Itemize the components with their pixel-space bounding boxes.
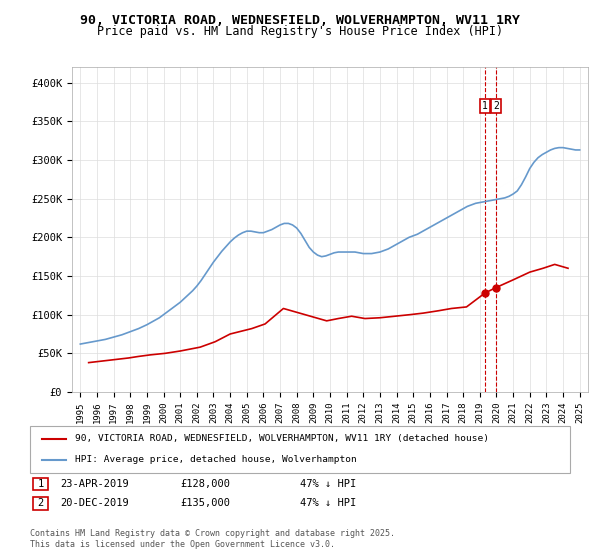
Text: 90, VICTORIA ROAD, WEDNESFIELD, WOLVERHAMPTON, WV11 1RY: 90, VICTORIA ROAD, WEDNESFIELD, WOLVERHA… <box>80 14 520 27</box>
Text: £135,000: £135,000 <box>180 498 230 508</box>
Text: 1: 1 <box>482 101 488 111</box>
Text: 2: 2 <box>38 498 44 508</box>
Text: 47% ↓ HPI: 47% ↓ HPI <box>300 479 356 489</box>
Text: 20-DEC-2019: 20-DEC-2019 <box>60 498 129 508</box>
Text: 2: 2 <box>493 101 499 111</box>
Text: 47% ↓ HPI: 47% ↓ HPI <box>300 498 356 508</box>
Text: Contains HM Land Registry data © Crown copyright and database right 2025.
This d: Contains HM Land Registry data © Crown c… <box>30 529 395 549</box>
Text: Price paid vs. HM Land Registry's House Price Index (HPI): Price paid vs. HM Land Registry's House … <box>97 25 503 38</box>
Text: 1: 1 <box>38 479 44 489</box>
Text: £128,000: £128,000 <box>180 479 230 489</box>
Text: 23-APR-2019: 23-APR-2019 <box>60 479 129 489</box>
Text: 90, VICTORIA ROAD, WEDNESFIELD, WOLVERHAMPTON, WV11 1RY (detached house): 90, VICTORIA ROAD, WEDNESFIELD, WOLVERHA… <box>75 435 489 444</box>
Text: HPI: Average price, detached house, Wolverhampton: HPI: Average price, detached house, Wolv… <box>75 455 357 464</box>
